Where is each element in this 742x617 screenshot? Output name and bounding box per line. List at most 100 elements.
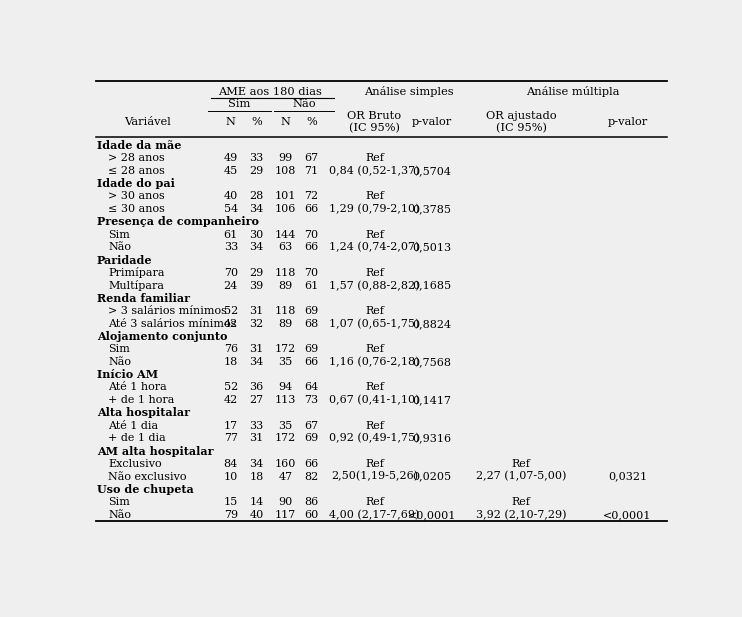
- Text: Variável: Variável: [124, 117, 171, 127]
- Text: > 3 salários mínimos: > 3 salários mínimos: [108, 306, 227, 316]
- Text: 35: 35: [278, 421, 292, 431]
- Text: Presença de companheiro: Presença de companheiro: [96, 217, 259, 228]
- Text: Até 1 hora: Até 1 hora: [108, 383, 167, 392]
- Text: 99: 99: [278, 153, 292, 164]
- Text: 90: 90: [278, 497, 292, 507]
- Text: 0,92 (0,49-1,75): 0,92 (0,49-1,75): [329, 433, 420, 444]
- Text: N: N: [280, 117, 290, 127]
- Text: 71: 71: [304, 166, 318, 176]
- Text: AME aos 180 dias: AME aos 180 dias: [217, 86, 321, 97]
- Text: 40: 40: [249, 510, 263, 520]
- Text: 52: 52: [223, 383, 238, 392]
- Text: 64: 64: [304, 383, 318, 392]
- Text: 63: 63: [278, 242, 292, 252]
- Text: 68: 68: [304, 319, 318, 329]
- Text: Ref: Ref: [365, 191, 384, 201]
- Text: 66: 66: [304, 204, 318, 214]
- Text: 34: 34: [249, 204, 263, 214]
- Text: Ref: Ref: [365, 344, 384, 354]
- Text: 101: 101: [275, 191, 296, 201]
- Text: 31: 31: [249, 306, 263, 316]
- Text: AM alta hospitalar: AM alta hospitalar: [96, 445, 213, 457]
- Text: 60: 60: [304, 510, 318, 520]
- Text: 14: 14: [249, 497, 263, 507]
- Text: 0,7568: 0,7568: [413, 357, 452, 367]
- Text: 10: 10: [223, 471, 238, 481]
- Text: 34: 34: [249, 459, 263, 469]
- Text: Início AM: Início AM: [96, 369, 158, 380]
- Text: 66: 66: [304, 242, 318, 252]
- Text: 27: 27: [249, 395, 263, 405]
- Text: ≤ 28 anos: ≤ 28 anos: [108, 166, 165, 176]
- Text: 0,84 (0,52-1,37): 0,84 (0,52-1,37): [329, 166, 420, 176]
- Text: 0,1685: 0,1685: [413, 281, 452, 291]
- Text: 67: 67: [304, 421, 318, 431]
- Text: Ref: Ref: [365, 230, 384, 239]
- Text: 39: 39: [249, 281, 263, 291]
- Text: 52: 52: [223, 306, 238, 316]
- Text: 36: 36: [249, 383, 263, 392]
- Text: Idade do pai: Idade do pai: [96, 178, 174, 189]
- Text: 1,29 (0,79-2,10): 1,29 (0,79-2,10): [329, 204, 420, 214]
- Text: + de 1 dia: + de 1 dia: [108, 433, 166, 444]
- Text: 40: 40: [223, 191, 238, 201]
- Text: 144: 144: [275, 230, 296, 239]
- Text: Exclusivo: Exclusivo: [108, 459, 162, 469]
- Text: 0,9316: 0,9316: [413, 433, 452, 444]
- Text: %: %: [306, 117, 317, 127]
- Text: 84: 84: [223, 459, 238, 469]
- Text: 2,27 (1,07-5,00): 2,27 (1,07-5,00): [476, 471, 566, 482]
- Text: 54: 54: [223, 204, 238, 214]
- Text: 45: 45: [223, 166, 238, 176]
- Text: 33: 33: [249, 153, 263, 164]
- Text: 29: 29: [249, 268, 263, 278]
- Text: 66: 66: [304, 459, 318, 469]
- Text: 35: 35: [278, 357, 292, 367]
- Text: 0,8824: 0,8824: [413, 319, 452, 329]
- Text: 172: 172: [275, 433, 296, 444]
- Text: 15: 15: [223, 497, 238, 507]
- Text: 69: 69: [304, 433, 318, 444]
- Text: Ref: Ref: [365, 383, 384, 392]
- Text: 70: 70: [223, 268, 238, 278]
- Text: 67: 67: [304, 153, 318, 164]
- Text: <0,0001: <0,0001: [603, 510, 651, 520]
- Text: 0,5013: 0,5013: [413, 242, 452, 252]
- Text: 61: 61: [304, 281, 318, 291]
- Text: Ref: Ref: [365, 268, 384, 278]
- Text: N: N: [226, 117, 236, 127]
- Text: Ref: Ref: [365, 153, 384, 164]
- Text: Até 1 dia: Até 1 dia: [108, 421, 158, 431]
- Text: 70: 70: [304, 230, 318, 239]
- Text: 86: 86: [304, 497, 318, 507]
- Text: Primípara: Primípara: [108, 267, 165, 278]
- Text: Não exclusivo: Não exclusivo: [108, 471, 187, 481]
- Text: 0,3785: 0,3785: [413, 204, 452, 214]
- Text: Ref: Ref: [365, 459, 384, 469]
- Text: %: %: [252, 117, 262, 127]
- Text: Renda familiar: Renda familiar: [96, 293, 190, 304]
- Text: 117: 117: [275, 510, 296, 520]
- Text: Idade da mãe: Idade da mãe: [96, 140, 181, 151]
- Text: Ref: Ref: [365, 497, 384, 507]
- Text: 18: 18: [223, 357, 238, 367]
- Text: 0,1417: 0,1417: [413, 395, 452, 405]
- Text: Não: Não: [108, 510, 131, 520]
- Text: p-valor: p-valor: [608, 117, 648, 127]
- Text: > 30 anos: > 30 anos: [108, 191, 165, 201]
- Text: Não: Não: [108, 357, 131, 367]
- Text: 113: 113: [275, 395, 296, 405]
- Text: <0,0001: <0,0001: [408, 510, 456, 520]
- Text: 69: 69: [304, 344, 318, 354]
- Text: 89: 89: [278, 319, 292, 329]
- Text: 108: 108: [275, 166, 296, 176]
- Text: 31: 31: [249, 433, 263, 444]
- Text: 49: 49: [223, 153, 238, 164]
- Text: 3,92 (2,10-7,29): 3,92 (2,10-7,29): [476, 510, 566, 520]
- Text: 0,67 (0,41-1,10): 0,67 (0,41-1,10): [329, 395, 420, 405]
- Text: + de 1 hora: + de 1 hora: [108, 395, 174, 405]
- Text: Sim: Sim: [108, 497, 130, 507]
- Text: 34: 34: [249, 242, 263, 252]
- Text: Análise múltipla: Análise múltipla: [525, 86, 619, 97]
- Text: 82: 82: [304, 471, 318, 481]
